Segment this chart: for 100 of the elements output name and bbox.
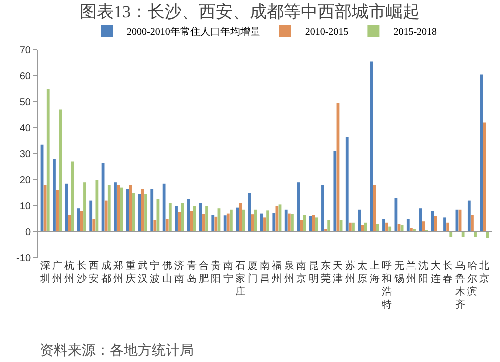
bar bbox=[450, 232, 453, 238]
x-tick-label: 上海 bbox=[370, 260, 380, 285]
y-tick-label: 50 bbox=[20, 98, 32, 108]
x-tick-label: 宁波 bbox=[150, 260, 160, 285]
bar bbox=[419, 208, 422, 232]
bar bbox=[297, 182, 300, 232]
bar bbox=[288, 214, 291, 232]
bar bbox=[468, 200, 471, 232]
x-tick-label: 青岛 bbox=[186, 260, 197, 285]
bar bbox=[90, 200, 93, 232]
bar bbox=[202, 214, 206, 232]
bar bbox=[400, 226, 404, 232]
bar bbox=[77, 208, 80, 232]
bar bbox=[150, 189, 154, 232]
bar bbox=[96, 180, 99, 232]
x-tick-label: 泉州 bbox=[284, 260, 294, 285]
x-tick-label: 厦门 bbox=[248, 261, 258, 285]
y-tick-label: 60 bbox=[20, 72, 32, 82]
x-tick-label: 长沙 bbox=[76, 260, 87, 285]
bar bbox=[108, 185, 111, 232]
x-tick-label: 重庆 bbox=[126, 260, 136, 285]
bar bbox=[168, 203, 172, 232]
bar bbox=[226, 214, 230, 232]
y-tick-label: 0 bbox=[25, 228, 32, 238]
bar bbox=[312, 215, 316, 232]
bar bbox=[44, 185, 47, 232]
bar bbox=[346, 137, 349, 232]
bar bbox=[142, 189, 144, 232]
text: 资料来源：各地方统计局 bbox=[40, 343, 194, 359]
bar bbox=[175, 206, 178, 232]
x-tick-label: 沈阳 bbox=[418, 260, 429, 285]
y-tick-label: -10 bbox=[16, 254, 32, 264]
x-tick-label: 佛山 bbox=[162, 261, 172, 285]
bar bbox=[322, 185, 324, 232]
bar bbox=[315, 218, 318, 232]
x-tick-label: 呼和浩特 bbox=[382, 260, 392, 311]
x-tick-label: 太原 bbox=[358, 260, 368, 285]
y-tick-label: 20 bbox=[20, 176, 32, 186]
bar bbox=[214, 216, 218, 232]
bar bbox=[410, 228, 413, 232]
bar bbox=[239, 203, 242, 232]
x-tick-label: 兰州 bbox=[406, 260, 416, 285]
y-tick-label: 10 bbox=[20, 202, 32, 212]
x-tick-label: 福州 bbox=[272, 260, 282, 285]
bar bbox=[260, 214, 264, 232]
bar bbox=[236, 208, 239, 232]
x-tick-label: 苏州 bbox=[345, 260, 356, 285]
bar bbox=[373, 185, 376, 232]
bar bbox=[471, 215, 474, 232]
legend-label: 2015-2018 bbox=[394, 27, 438, 38]
bar bbox=[480, 74, 484, 232]
bar bbox=[434, 216, 438, 232]
bar bbox=[181, 203, 184, 232]
bar bbox=[446, 222, 450, 232]
bar bbox=[212, 215, 215, 232]
y-tick-label: 70 bbox=[20, 46, 32, 56]
bar bbox=[144, 194, 148, 232]
x-tick-label: 杭州 bbox=[64, 260, 75, 285]
bar bbox=[132, 193, 136, 232]
bar bbox=[483, 122, 486, 232]
bar bbox=[178, 212, 182, 232]
bar bbox=[334, 151, 337, 232]
bar bbox=[474, 232, 477, 238]
bar bbox=[199, 203, 202, 232]
bar bbox=[462, 232, 465, 238]
bar bbox=[154, 220, 157, 232]
bar bbox=[364, 222, 368, 232]
x-tick-label: 合肥 bbox=[198, 260, 209, 285]
bar bbox=[92, 219, 96, 232]
bar bbox=[138, 194, 142, 232]
bar bbox=[230, 210, 233, 232]
x-tick-label: 济南 bbox=[174, 260, 185, 285]
bar bbox=[431, 211, 434, 232]
x-tick-label: 武汉 bbox=[138, 260, 148, 285]
x-tick-label: 广州 bbox=[52, 260, 63, 285]
bar bbox=[80, 211, 84, 232]
x-tick-label: 石家庄 bbox=[236, 261, 246, 298]
bar bbox=[104, 200, 108, 232]
bar bbox=[358, 210, 362, 232]
legend-label: 2010-2015 bbox=[305, 27, 349, 38]
bar bbox=[406, 219, 410, 232]
x-tick-label: 天津 bbox=[333, 261, 344, 285]
bar bbox=[65, 184, 68, 232]
bar bbox=[348, 222, 352, 232]
bar bbox=[59, 110, 62, 232]
bar bbox=[388, 226, 392, 232]
bar bbox=[352, 222, 355, 232]
x-tick-label: 大连 bbox=[430, 260, 441, 285]
bar bbox=[422, 222, 426, 232]
bar bbox=[328, 220, 331, 232]
bar bbox=[284, 210, 288, 232]
bar bbox=[382, 219, 386, 232]
bar bbox=[386, 222, 388, 232]
bar bbox=[291, 214, 294, 232]
bar bbox=[376, 224, 380, 232]
x-tick-label: 郑州 bbox=[114, 260, 124, 285]
bar bbox=[117, 185, 120, 232]
legend-label: 2000-2010年常住人口年均增量 bbox=[127, 26, 260, 38]
bar bbox=[206, 206, 208, 232]
bar bbox=[224, 216, 227, 232]
